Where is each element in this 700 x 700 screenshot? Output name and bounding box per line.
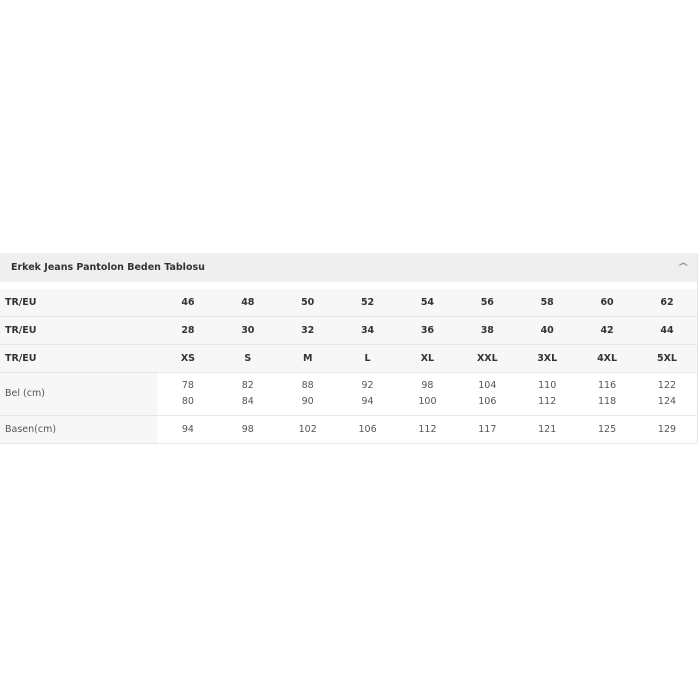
table-cell: 121: [517, 415, 578, 444]
table-cell: 54: [397, 289, 458, 317]
table-cell: 46: [158, 289, 218, 317]
table-cell: 98 100: [397, 372, 458, 416]
table-row: Bel (cm) 78 80 82 84 88 90 92 94 98 100 104 106 110 11…: [0, 372, 697, 416]
size-table: TR/EU 46 48 50 52 54 56 58 60 62 TR/EU 28 30 32 34 36 38…: [0, 289, 697, 444]
table-cell: 62: [637, 289, 697, 317]
table-cell: 122 124: [637, 372, 697, 416]
table-cell: 40: [517, 316, 578, 345]
table-cell: 112: [397, 415, 458, 444]
table-cell: 60: [577, 289, 637, 317]
table-cell: 3XL: [517, 344, 578, 373]
table-cell: 32: [277, 316, 338, 345]
cell-value: 80: [181, 396, 194, 407]
accordion-header[interactable]: Erkek Jeans Pantolon Beden Tablosu ^: [0, 253, 697, 282]
cell-value: 84: [241, 396, 254, 407]
table-cell: 102: [277, 415, 338, 444]
table-cell: 42: [577, 316, 637, 345]
table-cell: 110 112: [517, 372, 578, 416]
table-cell: 52: [337, 289, 398, 317]
row-label: TR/EU: [0, 316, 158, 345]
cell-value: 112: [538, 396, 557, 407]
table-cell: 38: [457, 316, 518, 345]
table-cell: 129: [637, 415, 697, 444]
table-cell: 28: [158, 316, 218, 345]
cell-value: 100: [418, 396, 437, 407]
cell-value: 78: [181, 380, 194, 391]
table-cell: 50: [277, 289, 338, 317]
cell-value: 104: [478, 380, 497, 391]
cell-value: 122: [657, 380, 677, 391]
table-cell: XXL: [457, 344, 518, 373]
table-cell: 5XL: [637, 344, 697, 373]
row-label: Bel (cm): [0, 372, 158, 416]
table-cell: M: [277, 344, 338, 373]
table-cell: 104 106: [457, 372, 518, 416]
row-label: TR/EU: [0, 344, 158, 373]
cell-value: 94: [361, 396, 374, 407]
table-row: TR/EU XS S M L XL XXL 3XL 4XL 5XL: [0, 344, 697, 373]
table-cell: 116 118: [577, 372, 637, 416]
table-cell: 88 90: [277, 372, 338, 416]
table-cell: 44: [637, 316, 697, 345]
cell-value: 88: [301, 380, 314, 391]
table-cell: 30: [217, 316, 278, 345]
row-label: Basen(cm): [0, 415, 158, 444]
cell-value: 124: [657, 396, 677, 407]
cell-value: 98: [421, 380, 434, 391]
cell-value: 116: [597, 380, 617, 391]
table-row: TR/EU 28 30 32 34 36 38 40 42 44: [0, 316, 697, 345]
table-cell: XS: [158, 344, 218, 373]
table-row: Basen(cm) 94 98 102 106 112 117 121 125 129: [0, 415, 697, 444]
table-cell: 117: [457, 415, 518, 444]
row-label: TR/EU: [0, 289, 158, 317]
table-cell: 78 80: [158, 372, 218, 416]
table-cell: 98: [217, 415, 278, 444]
table-cell: 58: [517, 289, 578, 317]
size-chart-title: Erkek Jeans Pantolon Beden Tablosu: [11, 262, 205, 273]
table-cell: 36: [397, 316, 458, 345]
cell-value: 82: [241, 380, 254, 391]
cell-value: 118: [597, 396, 617, 407]
table-cell: 82 84: [217, 372, 278, 416]
cell-value: 106: [478, 396, 497, 407]
table-cell: 106: [337, 415, 398, 444]
table-cell: 34: [337, 316, 398, 345]
table-cell: L: [337, 344, 398, 373]
table-cell: 4XL: [577, 344, 637, 373]
table-cell: XL: [397, 344, 458, 373]
table-cell: 48: [217, 289, 278, 317]
table-cell: 125: [577, 415, 637, 444]
cell-value: 110: [538, 380, 557, 391]
table-cell: 92 94: [337, 372, 398, 416]
table-cell: S: [217, 344, 278, 373]
table-cell: 94: [158, 415, 218, 444]
table-row: TR/EU 46 48 50 52 54 56 58 60 62: [0, 289, 697, 317]
cell-value: 92: [361, 380, 374, 391]
cell-value: 90: [301, 396, 314, 407]
chevron-up-icon[interactable]: ^: [676, 262, 690, 273]
size-chart-panel: Erkek Jeans Pantolon Beden Tablosu ^ TR/…: [0, 253, 698, 444]
table-cell: 56: [457, 289, 518, 317]
